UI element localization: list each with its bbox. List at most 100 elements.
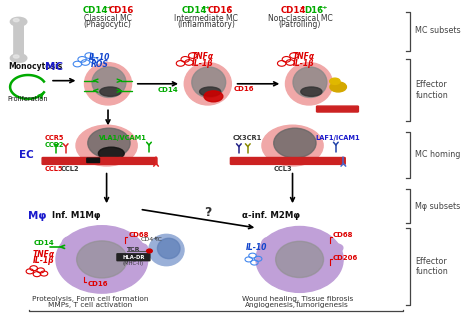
Ellipse shape bbox=[82, 281, 112, 289]
Text: Inf. M1Mφ: Inf. M1Mφ bbox=[53, 211, 101, 220]
Ellipse shape bbox=[13, 55, 19, 58]
Ellipse shape bbox=[262, 237, 284, 251]
Ellipse shape bbox=[301, 87, 322, 96]
Text: IL-1β: IL-1β bbox=[292, 59, 314, 68]
Text: CD68: CD68 bbox=[129, 232, 149, 238]
Text: Non-classical MC: Non-classical MC bbox=[268, 14, 332, 23]
Ellipse shape bbox=[13, 19, 19, 22]
Text: (Inflammatory): (Inflammatory) bbox=[177, 20, 235, 29]
Text: CCL3: CCL3 bbox=[274, 166, 292, 172]
Text: ++: ++ bbox=[201, 5, 211, 10]
Ellipse shape bbox=[56, 226, 148, 293]
Text: TNFα: TNFα bbox=[33, 249, 55, 259]
Ellipse shape bbox=[10, 17, 27, 26]
Ellipse shape bbox=[330, 78, 340, 84]
Text: CD14: CD14 bbox=[182, 6, 208, 15]
Ellipse shape bbox=[59, 257, 82, 264]
Text: Wound healing, Tissue fibrosis: Wound healing, Tissue fibrosis bbox=[242, 295, 353, 302]
Ellipse shape bbox=[284, 235, 303, 243]
Ellipse shape bbox=[200, 87, 221, 96]
FancyBboxPatch shape bbox=[117, 254, 150, 261]
Text: ++: ++ bbox=[318, 5, 328, 10]
Text: CD16: CD16 bbox=[109, 6, 134, 15]
Text: +: + bbox=[152, 236, 157, 241]
Ellipse shape bbox=[184, 63, 231, 105]
Ellipse shape bbox=[62, 236, 85, 251]
Text: Mφ: Mφ bbox=[28, 210, 46, 220]
Ellipse shape bbox=[318, 243, 343, 256]
Text: TNFα: TNFα bbox=[292, 52, 314, 61]
Ellipse shape bbox=[271, 268, 287, 279]
Text: -: - bbox=[128, 5, 130, 10]
Text: Classical MC: Classical MC bbox=[83, 14, 131, 23]
Ellipse shape bbox=[281, 281, 310, 288]
Text: MC subsets: MC subsets bbox=[415, 26, 461, 35]
Text: IL-1β: IL-1β bbox=[33, 256, 55, 265]
Text: ROS: ROS bbox=[91, 60, 109, 69]
Text: D16: D16 bbox=[304, 6, 323, 15]
Ellipse shape bbox=[86, 235, 105, 242]
Ellipse shape bbox=[100, 87, 121, 96]
Text: (Patrolling): (Patrolling) bbox=[279, 20, 321, 29]
Text: CCL5: CCL5 bbox=[45, 166, 63, 172]
Ellipse shape bbox=[276, 241, 324, 278]
Text: CD206: CD206 bbox=[333, 255, 358, 261]
Ellipse shape bbox=[192, 67, 226, 97]
Text: EC: EC bbox=[19, 150, 34, 160]
Text: TCR: TCR bbox=[127, 247, 140, 252]
FancyBboxPatch shape bbox=[42, 158, 157, 164]
Text: CD4: CD4 bbox=[141, 238, 154, 243]
Text: CCR5: CCR5 bbox=[45, 135, 64, 141]
Text: CD14: CD14 bbox=[34, 240, 55, 246]
Ellipse shape bbox=[256, 226, 343, 292]
Ellipse shape bbox=[106, 233, 127, 244]
Text: Monocytosis: Monocytosis bbox=[8, 62, 62, 71]
Ellipse shape bbox=[10, 54, 27, 62]
Text: CD68: CD68 bbox=[333, 232, 353, 238]
Ellipse shape bbox=[76, 125, 137, 166]
Ellipse shape bbox=[84, 63, 132, 105]
Text: Intermediate MC: Intermediate MC bbox=[174, 14, 238, 23]
Text: ?: ? bbox=[204, 206, 211, 219]
Ellipse shape bbox=[306, 273, 326, 284]
Circle shape bbox=[146, 249, 152, 253]
Text: VLA1/VCAM1: VLA1/VCAM1 bbox=[99, 135, 147, 141]
Text: Proliferation: Proliferation bbox=[8, 95, 48, 101]
Text: CD14: CD14 bbox=[281, 6, 306, 15]
Ellipse shape bbox=[122, 243, 147, 256]
Text: HLA-DR: HLA-DR bbox=[122, 255, 145, 260]
Ellipse shape bbox=[262, 125, 323, 166]
Text: CD16: CD16 bbox=[88, 281, 108, 287]
Ellipse shape bbox=[293, 67, 327, 97]
Text: CCR2: CCR2 bbox=[45, 142, 64, 148]
Ellipse shape bbox=[259, 257, 281, 263]
Ellipse shape bbox=[273, 128, 316, 158]
Text: Mφ subsets: Mφ subsets bbox=[415, 202, 461, 211]
Text: (MHC-II): (MHC-II) bbox=[123, 261, 144, 266]
Text: TC: TC bbox=[155, 238, 163, 243]
Ellipse shape bbox=[303, 234, 324, 245]
Text: Effector
function: Effector function bbox=[415, 80, 448, 100]
Text: CD16: CD16 bbox=[207, 6, 233, 15]
Text: CX3CR1: CX3CR1 bbox=[233, 135, 262, 141]
Text: TNFα: TNFα bbox=[192, 52, 214, 61]
Ellipse shape bbox=[88, 128, 130, 158]
Text: MC: MC bbox=[46, 61, 64, 72]
Text: Effector
function: Effector function bbox=[415, 257, 448, 276]
FancyBboxPatch shape bbox=[87, 158, 100, 163]
Text: IL-10: IL-10 bbox=[89, 53, 110, 62]
Text: CD14: CD14 bbox=[83, 6, 109, 15]
Ellipse shape bbox=[99, 147, 124, 160]
Ellipse shape bbox=[121, 262, 139, 270]
Ellipse shape bbox=[157, 238, 180, 259]
FancyBboxPatch shape bbox=[317, 106, 358, 112]
Text: LAF1/ICAM1: LAF1/ICAM1 bbox=[315, 135, 360, 141]
Ellipse shape bbox=[204, 91, 223, 102]
Text: +: + bbox=[300, 5, 305, 10]
Text: CCL2: CCL2 bbox=[61, 166, 80, 172]
Ellipse shape bbox=[77, 241, 127, 278]
FancyBboxPatch shape bbox=[14, 22, 23, 58]
Ellipse shape bbox=[92, 67, 126, 97]
FancyBboxPatch shape bbox=[230, 158, 345, 164]
Ellipse shape bbox=[318, 262, 335, 270]
